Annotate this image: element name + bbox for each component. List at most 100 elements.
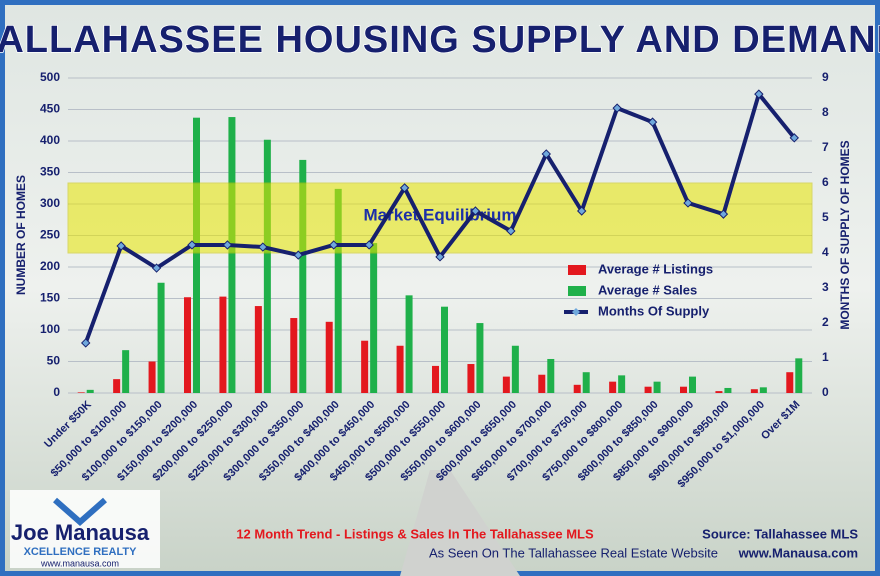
point bbox=[258, 242, 268, 252]
y-tick-label: 350 bbox=[40, 165, 60, 179]
bar bbox=[680, 386, 687, 393]
point bbox=[718, 209, 729, 219]
legend-swatch bbox=[568, 286, 586, 296]
legend-swatch bbox=[572, 308, 580, 316]
bar bbox=[193, 117, 200, 393]
point bbox=[789, 133, 799, 143]
point bbox=[506, 226, 516, 236]
point bbox=[754, 89, 764, 99]
bar bbox=[405, 295, 413, 393]
y-tick-label: 250 bbox=[40, 228, 60, 242]
website[interactable]: www.Manausa.com bbox=[738, 545, 858, 560]
bar bbox=[759, 387, 767, 393]
y-tick-label: 400 bbox=[40, 133, 60, 147]
point bbox=[577, 206, 587, 216]
y2-tick-label: 2 bbox=[822, 315, 829, 329]
y-tick-label: 0 bbox=[53, 385, 60, 399]
point bbox=[81, 338, 91, 348]
y2-tick-label: 6 bbox=[822, 175, 829, 189]
bar bbox=[361, 340, 369, 393]
bar bbox=[228, 117, 236, 393]
y2-tick-label: 9 bbox=[822, 70, 829, 84]
bar bbox=[86, 389, 94, 393]
bar bbox=[113, 379, 121, 393]
y-tick-label: 100 bbox=[40, 322, 60, 336]
bar bbox=[573, 384, 581, 393]
bar bbox=[547, 358, 555, 393]
chart-title: TALLAHASSEE HOUSING SUPPLY AND DEMAND bbox=[0, 19, 880, 61]
bar bbox=[157, 282, 165, 393]
bar bbox=[467, 364, 475, 393]
y2-tick-label: 1 bbox=[822, 350, 829, 364]
bar bbox=[511, 345, 519, 393]
bar bbox=[184, 297, 191, 393]
bar bbox=[653, 381, 661, 393]
legend-label: Months Of Supply bbox=[598, 303, 710, 318]
legend-label: Average # Sales bbox=[598, 282, 697, 297]
bar bbox=[219, 296, 227, 393]
y-tick-label: 300 bbox=[40, 196, 60, 210]
seen-on: As Seen On The Tallahassee Real Estate W… bbox=[429, 545, 718, 560]
legend-label: Average # Listings bbox=[598, 261, 713, 276]
footer: 12 Month Trend - Listings & Sales In The… bbox=[236, 526, 594, 541]
y-tick-label: 200 bbox=[40, 259, 60, 273]
point bbox=[151, 263, 162, 273]
bar bbox=[538, 374, 546, 393]
bar bbox=[715, 391, 723, 393]
bar bbox=[441, 306, 448, 393]
y-tick-label: 500 bbox=[40, 70, 60, 84]
y-axis-label: NUMBER OF HOMES bbox=[14, 175, 28, 295]
bar bbox=[795, 358, 803, 393]
bar bbox=[476, 323, 484, 393]
bar bbox=[299, 159, 307, 393]
point bbox=[470, 206, 481, 216]
point bbox=[435, 252, 445, 262]
bar bbox=[644, 386, 652, 393]
y2-tick-label: 0 bbox=[822, 385, 829, 399]
y2-axis-label: MONTHS OF SUPPLY OF HOMES bbox=[838, 140, 852, 329]
bar bbox=[122, 350, 130, 393]
equilibrium-band bbox=[67, 182, 813, 254]
logo-tagline: XCELLENCE REALTY bbox=[24, 546, 138, 558]
point bbox=[683, 198, 693, 208]
y2-tick-label: 4 bbox=[822, 245, 829, 259]
bar bbox=[263, 139, 271, 393]
point bbox=[329, 240, 339, 250]
bar bbox=[432, 365, 439, 393]
bar bbox=[750, 389, 758, 393]
y-tick-label: 150 bbox=[40, 291, 60, 305]
point bbox=[612, 103, 622, 113]
bar bbox=[77, 392, 85, 393]
bar bbox=[370, 243, 378, 393]
y2-tick-label: 8 bbox=[822, 105, 829, 119]
logo-name: Joe Manausa bbox=[11, 520, 150, 545]
point bbox=[399, 183, 410, 193]
road bbox=[400, 470, 520, 576]
legend-swatch bbox=[568, 265, 586, 275]
source: Source: Tallahassee MLS bbox=[702, 526, 858, 541]
point bbox=[364, 240, 374, 250]
bar bbox=[290, 318, 298, 393]
bar bbox=[689, 376, 696, 393]
point bbox=[293, 250, 303, 260]
logo-url: www.manausa.com bbox=[40, 558, 119, 568]
point bbox=[116, 241, 126, 251]
y2-tick-label: 3 bbox=[822, 280, 829, 294]
point bbox=[222, 240, 233, 250]
y-tick-label: 450 bbox=[40, 102, 60, 116]
logo-icon bbox=[53, 497, 107, 526]
y2-tick-label: 5 bbox=[822, 210, 829, 224]
bar bbox=[254, 306, 262, 393]
y2-tick-label: 7 bbox=[822, 140, 829, 154]
point bbox=[541, 149, 551, 159]
bar bbox=[325, 321, 333, 393]
bar bbox=[724, 387, 732, 393]
bar bbox=[618, 375, 626, 393]
point bbox=[187, 240, 197, 250]
bar bbox=[502, 376, 510, 393]
bar bbox=[334, 188, 342, 393]
bar bbox=[148, 361, 156, 393]
logo-box bbox=[10, 490, 160, 568]
bar bbox=[786, 372, 794, 393]
